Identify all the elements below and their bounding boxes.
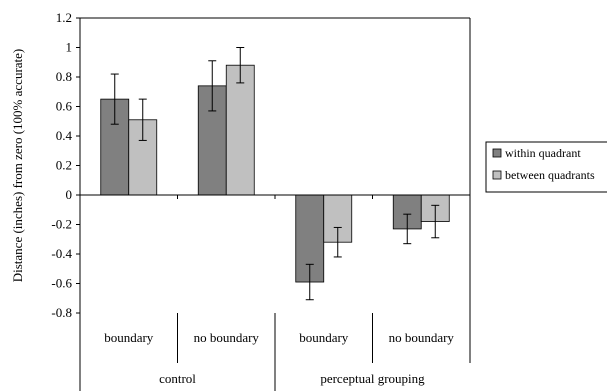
error-bar-within-0 <box>110 73 119 125</box>
y-tick-label: 1 <box>66 40 73 55</box>
legend-label: within quadrant <box>505 146 581 160</box>
y-tick-label: 0.2 <box>56 158 72 173</box>
y-ticks-layer: -0.8 -0.6 -0.4 -0.2 0 0.2 0.4 0.6 0.8 1 1.2 <box>51 10 80 320</box>
error-bar-between-1 <box>236 47 245 84</box>
x-category-label: no boundary <box>194 330 260 345</box>
error-bars-layer <box>110 47 440 301</box>
legend-label: between quadrants <box>505 168 595 182</box>
x-category-label: boundary <box>104 330 154 345</box>
y-tick-label: 0.8 <box>56 69 72 84</box>
axes-layer <box>79 17 471 313</box>
error-bar-within-1 <box>208 60 217 112</box>
x-categories-layer: boundary no boundary boundary no boundary co… <box>79 313 471 391</box>
legend-box <box>485 141 607 193</box>
error-bar-between-2 <box>333 226 342 258</box>
x-category-label: no boundary <box>389 330 455 345</box>
error-bar-between-3 <box>431 204 440 239</box>
y-tick-label: 0 <box>66 187 73 202</box>
x-group-label: perceptual grouping <box>320 371 425 386</box>
bars-layer <box>100 64 450 283</box>
error-bar-within-2 <box>305 263 314 301</box>
bar-between-1 <box>225 64 255 196</box>
legend: within quadrant between quadrants <box>485 141 607 193</box>
y-tick-label: -0.4 <box>51 246 72 261</box>
y-tick-label: -0.2 <box>51 217 72 232</box>
error-bar-between-0 <box>138 98 147 141</box>
legend-swatch <box>492 148 502 158</box>
y-tick-label: 0.6 <box>56 99 73 114</box>
legend-swatch <box>492 170 502 180</box>
y-tick-label: 1.2 <box>56 10 72 25</box>
y-tick-label: -0.8 <box>51 305 72 320</box>
y-tick-label: 0.4 <box>56 128 73 143</box>
y-axis-label: Distance (inches) from zero (100% accura… <box>10 49 25 283</box>
error-bar-within-3 <box>403 213 412 245</box>
y-tick-label: -0.6 <box>51 276 72 291</box>
x-category-label: boundary <box>299 330 349 345</box>
x-group-label: control <box>159 371 196 386</box>
